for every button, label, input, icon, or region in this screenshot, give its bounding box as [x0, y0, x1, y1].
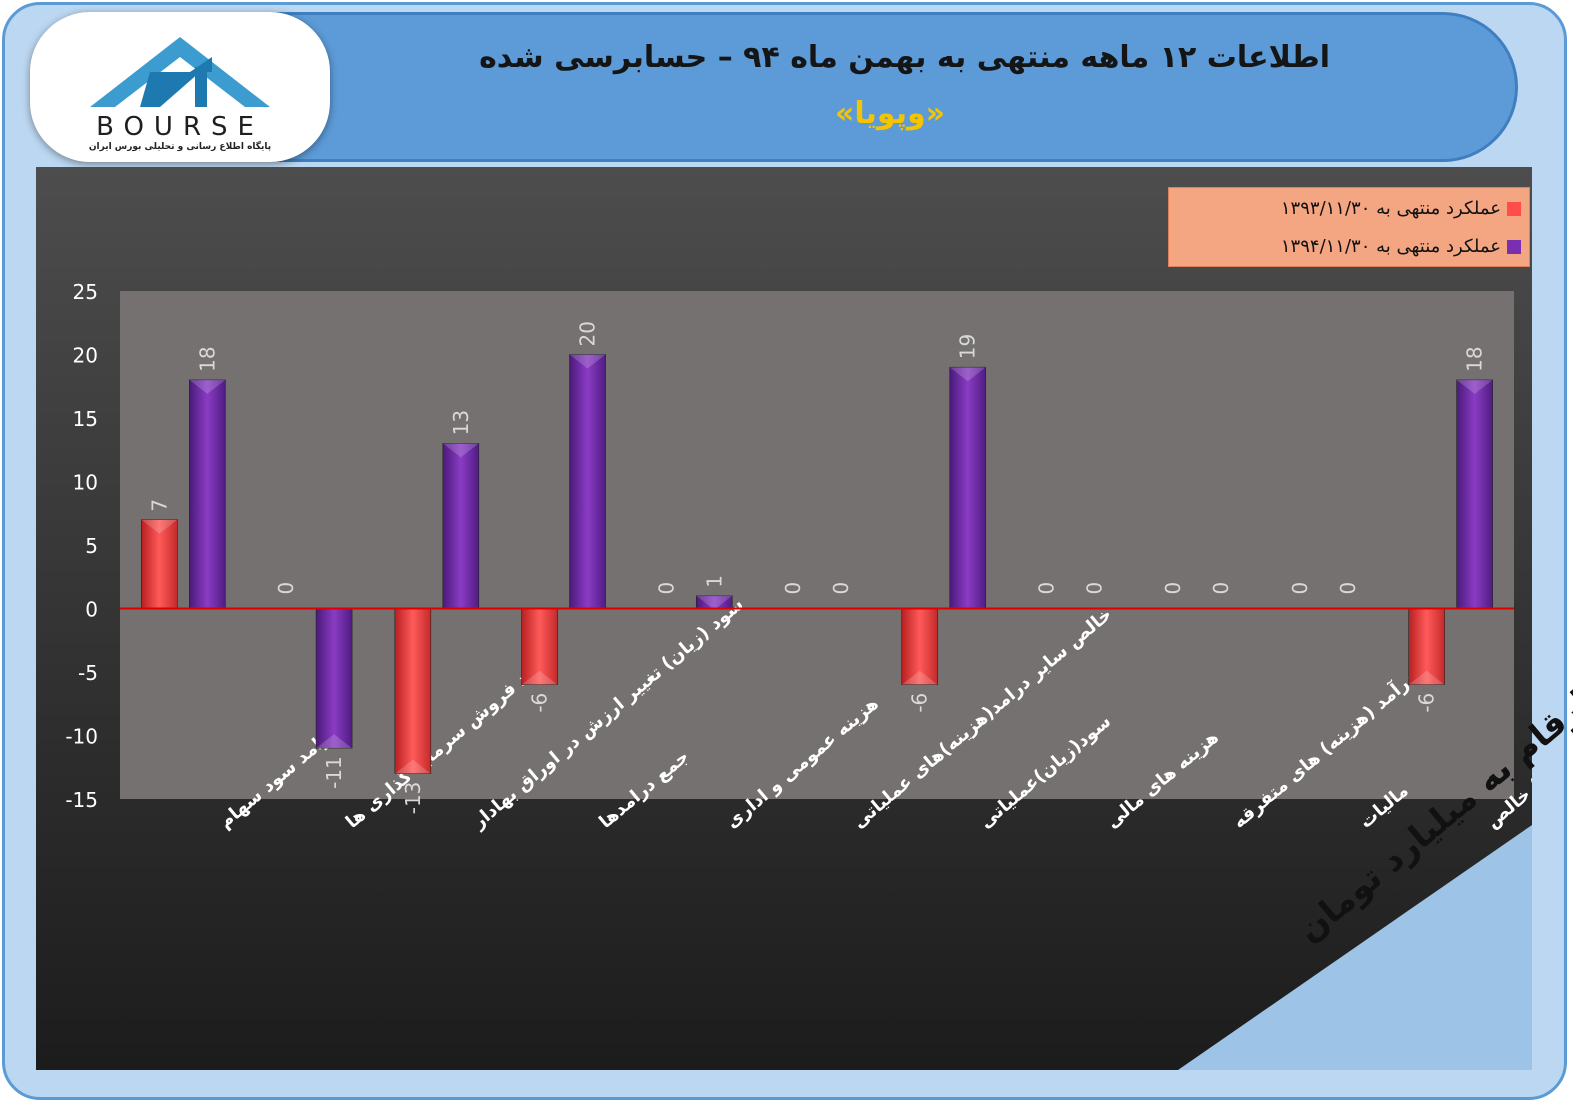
- bar-1394: [569, 354, 606, 609]
- legend-swatch-1394: [1507, 240, 1521, 254]
- bar-cap-1394: [1456, 379, 1493, 394]
- legend-label-1394: عملکرد منتهی به ۱۳۹۴/۱۱/۳۰: [1280, 236, 1501, 257]
- data-label-1394: 18: [1463, 346, 1487, 371]
- y-tick-label: 10: [73, 471, 98, 495]
- bar-cap-1393: [1408, 670, 1445, 685]
- chart-legend: عملکرد منتهی به ۱۳۹۳/۱۱/۳۰ عملکرد منتهی …: [1168, 187, 1530, 267]
- data-label-1394: 19: [956, 334, 980, 359]
- unit-triangle: [1178, 825, 1532, 1070]
- data-label-1393: 0: [781, 582, 805, 595]
- logo-name: BOURSE: [96, 112, 264, 142]
- bar-1393: [1408, 608, 1445, 685]
- bar-cap-1393: [901, 670, 938, 685]
- bar-cap-1394: [696, 595, 733, 610]
- y-tick-label: -10: [65, 725, 98, 749]
- y-tick-label: 5: [85, 534, 98, 558]
- data-label-1394: 0: [1082, 582, 1106, 595]
- page-title: اطلاعات ۱۲ ماهه منتهی به بهمن ماه ۹۴ – ح…: [479, 40, 1330, 75]
- bar-1394: [189, 379, 226, 609]
- bar-cap-1394: [569, 354, 606, 369]
- y-tick-label: -5: [78, 661, 98, 685]
- data-label-1393: 0: [274, 582, 298, 595]
- data-label-1394: 1: [702, 575, 726, 588]
- data-label-1393: -13: [401, 782, 425, 815]
- bar-cap-1394: [442, 443, 479, 458]
- data-label-1393: 0: [654, 582, 678, 595]
- legend-swatch-1393: [1507, 202, 1521, 216]
- data-label-1394: 0: [829, 582, 853, 595]
- bar-1394: [1456, 379, 1493, 609]
- data-label-1393: 0: [1034, 582, 1058, 595]
- bar-cap-1394: [189, 379, 226, 394]
- bar-1393: [521, 608, 558, 685]
- data-label-1393: -6: [528, 693, 552, 713]
- y-tick-label: 0: [85, 598, 98, 622]
- chart-panel: 25 20 15 10 5 0 -5 -10 -15 7 18 درامد سود سهام 0 -11 س…: [36, 167, 1532, 1070]
- data-label-1394: 13: [449, 410, 473, 435]
- bar-1394: [949, 366, 987, 609]
- bourse-logo: BOURSE پایگاه اطلاع رسانی و تحلیلی بورس …: [30, 12, 330, 162]
- bar-1393: [394, 608, 432, 774]
- logo-tagline: پایگاه اطلاع رسانی و تحلیلی بورس ایران: [88, 142, 272, 152]
- y-tick-label: -15: [65, 788, 98, 812]
- data-label-1394: -11: [322, 756, 346, 789]
- bar-1394: [315, 608, 353, 749]
- bar-1393: [141, 519, 178, 609]
- data-label-1394: 20: [576, 321, 600, 346]
- legend-label-1393: عملکرد منتهی به ۱۳۹۳/۱۱/۳۰: [1280, 198, 1501, 219]
- bar-cap-1393: [141, 519, 178, 534]
- page-subtitle: «وپویا»: [834, 96, 945, 131]
- bar-cap-1394: [949, 367, 986, 382]
- data-label-1393: -6: [1415, 693, 1439, 713]
- y-tick-label: 15: [73, 407, 98, 431]
- bar-cap-1394: [316, 734, 353, 749]
- data-label-1394: 0: [1336, 582, 1360, 595]
- bar-1394: [442, 443, 480, 609]
- y-tick-label: 25: [73, 280, 98, 304]
- data-label-1393: -6: [908, 693, 932, 713]
- data-label-1393: 0: [1161, 582, 1185, 595]
- logo-icon: [90, 37, 270, 107]
- bar-1393: [901, 608, 939, 685]
- data-label-1393: 0: [1288, 582, 1312, 595]
- data-label-1394: 0: [1209, 582, 1233, 595]
- bar-cap-1393: [521, 670, 558, 685]
- bar-cap-1393: [394, 759, 431, 774]
- y-tick-label: 20: [73, 344, 98, 368]
- data-label-1393: 7: [147, 499, 171, 512]
- data-label-1394: 18: [195, 346, 219, 371]
